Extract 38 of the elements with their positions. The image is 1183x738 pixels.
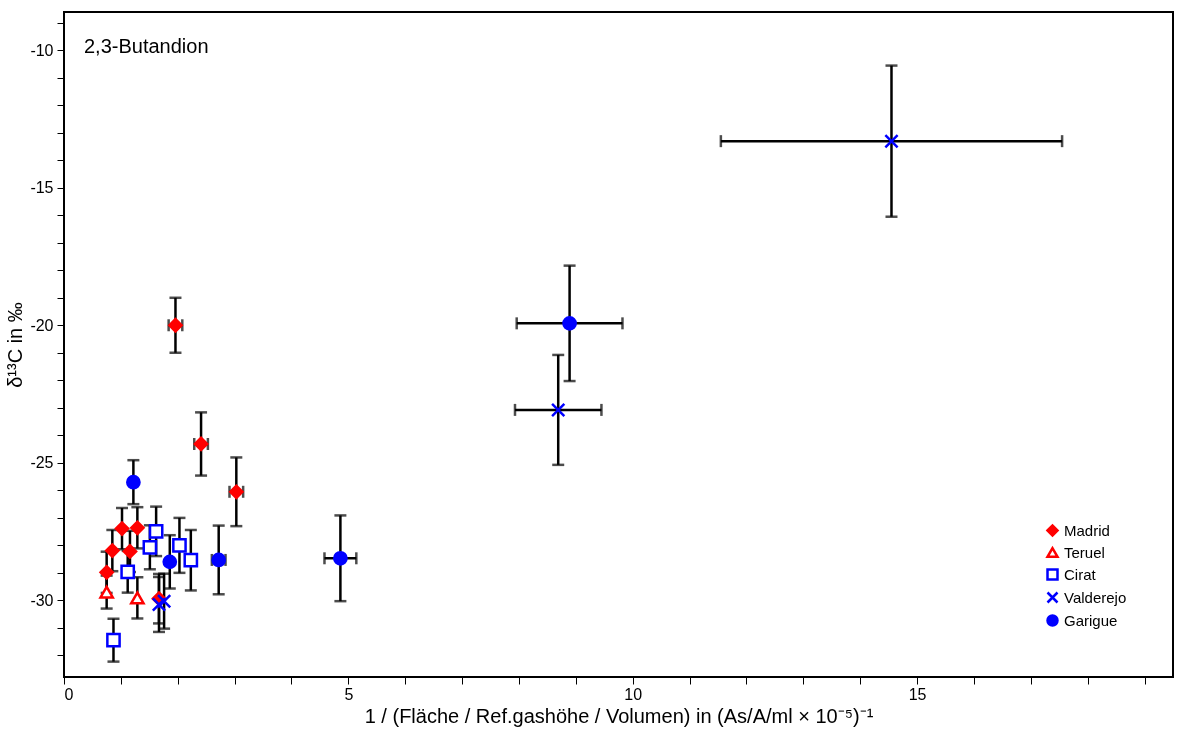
point [148,523,164,539]
point [183,552,199,568]
point [120,564,136,580]
point [99,564,115,580]
legend-label: Madrid [1064,521,1110,539]
legend-label: Garigue [1064,611,1118,629]
point [122,544,138,559]
point [114,521,130,536]
point [104,543,120,558]
y-axis-title: δ¹³C in ‰ [4,302,27,388]
x-axis-title: 1 / (Fläche / Ref.gashöhe / Volumen) in (As/A/ml × 10⁻⁵)⁻¹ [364,704,874,727]
point [99,585,115,599]
point [162,554,178,570]
legend-label: Cirat [1064,565,1097,583]
legend-label: Teruel [1064,543,1105,561]
point [142,539,158,555]
point [550,402,566,418]
y-tick-label: -10 [30,41,54,59]
x-tick-label: 5 [344,685,354,703]
x-tick-label: 0 [64,685,74,703]
point [884,133,899,149]
point [172,538,187,553]
point [333,550,348,566]
point [151,597,167,612]
point [562,315,577,331]
point [106,632,121,648]
legend-label: Valderejo [1064,588,1127,606]
y-tick-label: -20 [30,316,54,334]
point [126,474,141,490]
point [129,520,145,536]
x-tick-label: 10 [624,685,643,703]
y-tick-label: -25 [30,454,54,472]
point [156,593,172,609]
y-tick-label: -30 [30,591,54,609]
x-tick-label: 15 [908,685,927,703]
annotation: 2,3-Butandion [84,35,209,57]
point [129,591,145,605]
y-tick-label: -15 [30,179,54,197]
